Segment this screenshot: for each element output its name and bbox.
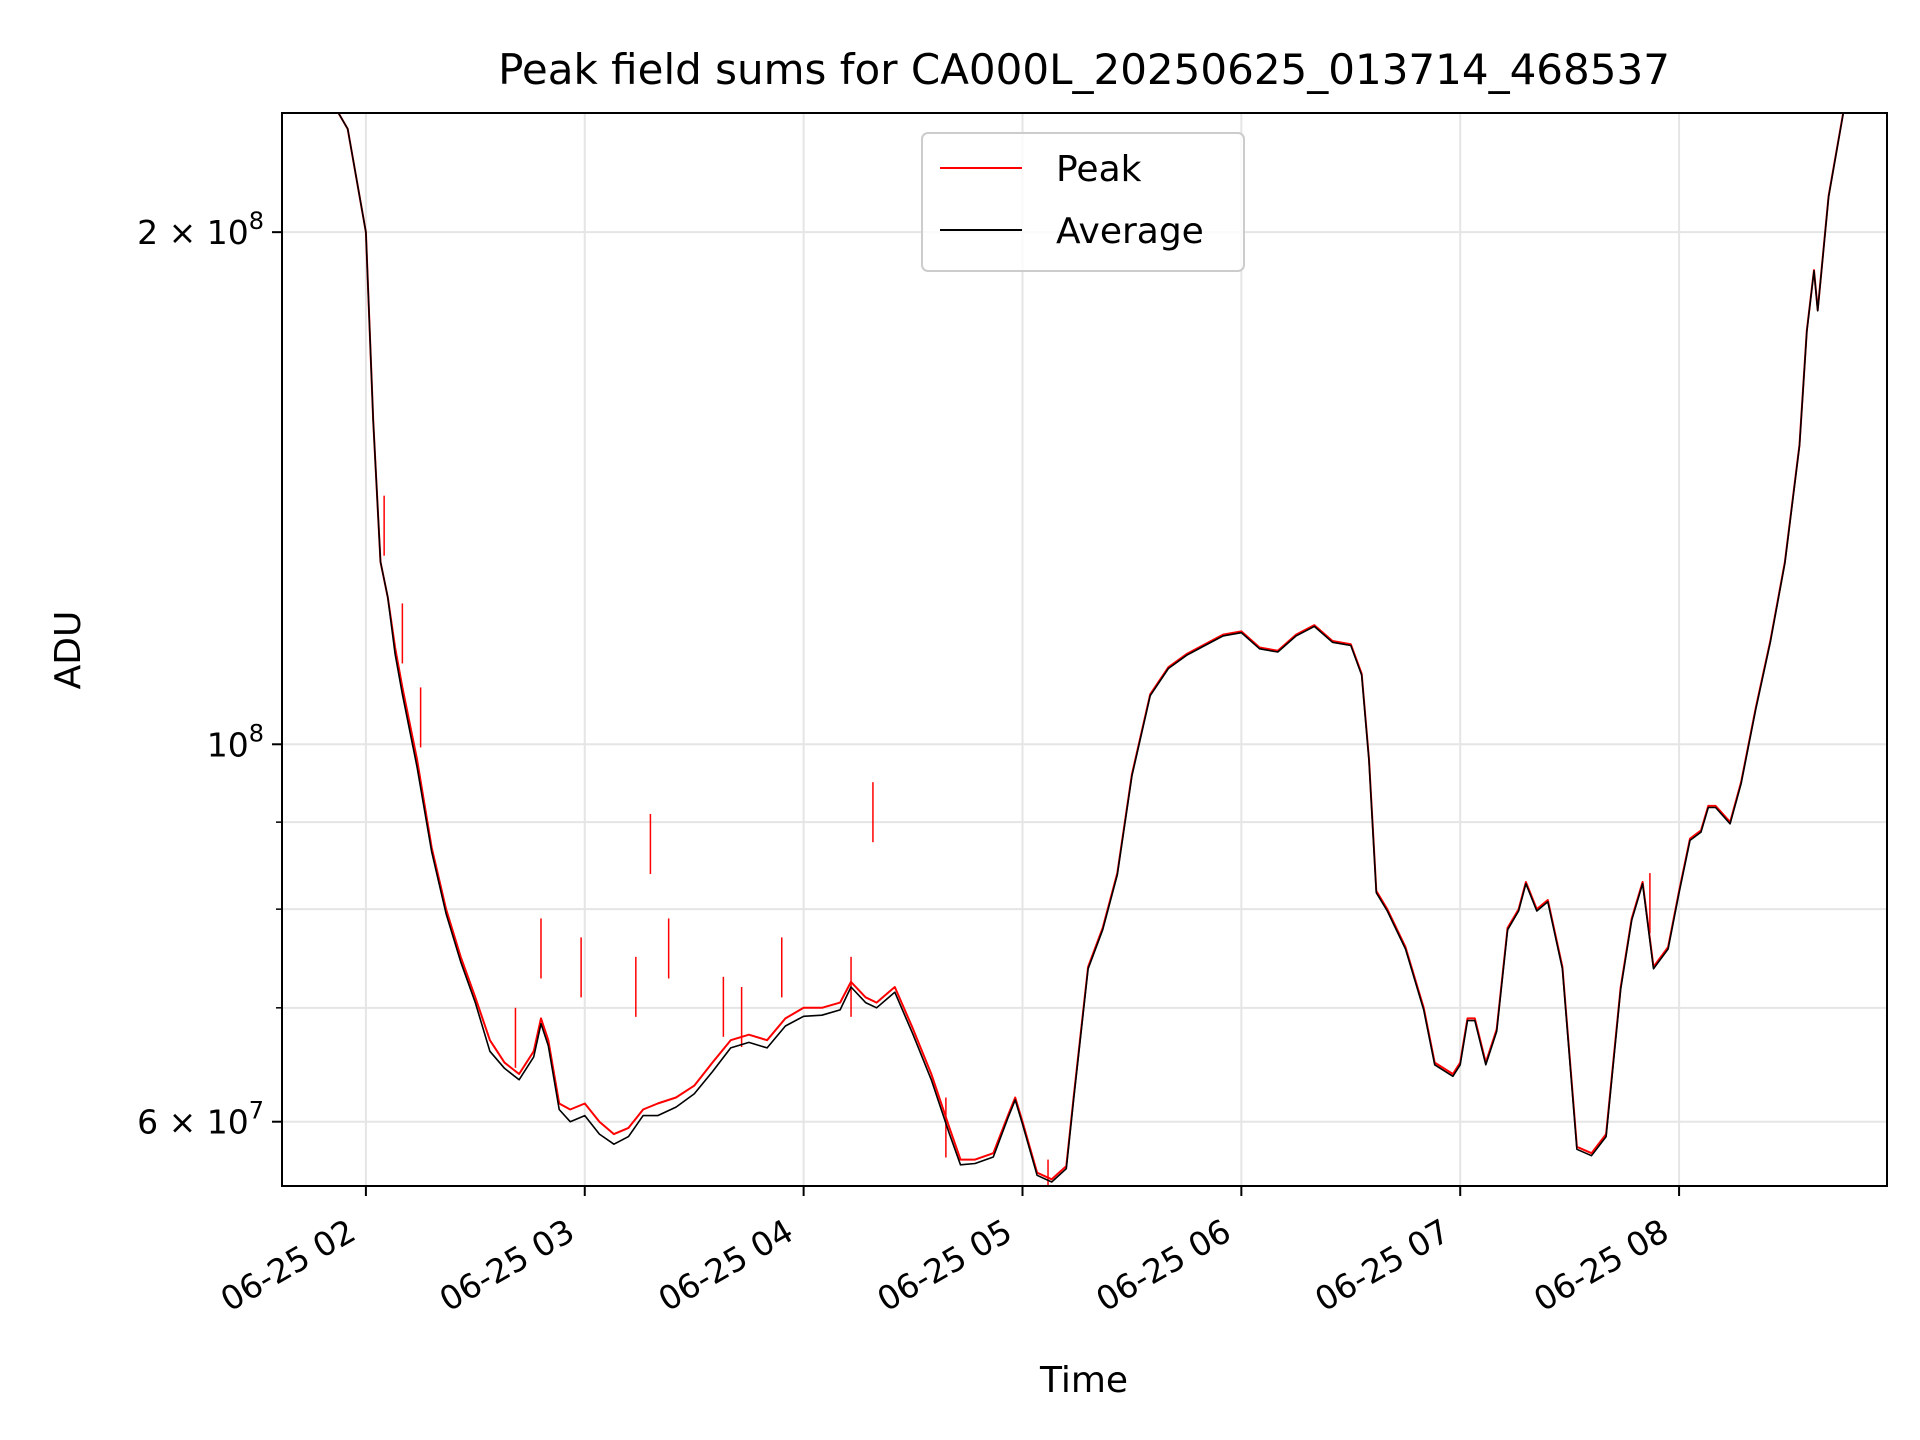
legend: Peak Average	[921, 132, 1245, 272]
plot-frame	[281, 112, 1888, 1187]
y-tick-label: 2 × 108	[137, 207, 264, 252]
legend-label-average: Average	[1056, 211, 1204, 252]
y-tick-label-exponent: 7	[249, 1097, 264, 1125]
chart-title: Peak field sums for CA000L_20250625_0137…	[498, 45, 1670, 94]
series-group	[337, 113, 1845, 1186]
y-tick-label-exponent: 8	[249, 207, 264, 235]
y-tick-label: 6 × 107	[137, 1097, 264, 1142]
y-tick-label-base: 2 × 10	[137, 213, 249, 252]
series-line-average	[337, 113, 1845, 1183]
y-tick-label-exponent: 8	[249, 719, 264, 747]
legend-label-peak: Peak	[1056, 149, 1142, 190]
y-tick-label-base: 10	[207, 725, 249, 764]
y-tick-label-base: 6 × 10	[137, 1103, 249, 1142]
y-tick-label: 108	[207, 719, 264, 764]
y-axis-label: ADU	[48, 611, 89, 690]
x-axis-label: Time	[1039, 1360, 1128, 1401]
